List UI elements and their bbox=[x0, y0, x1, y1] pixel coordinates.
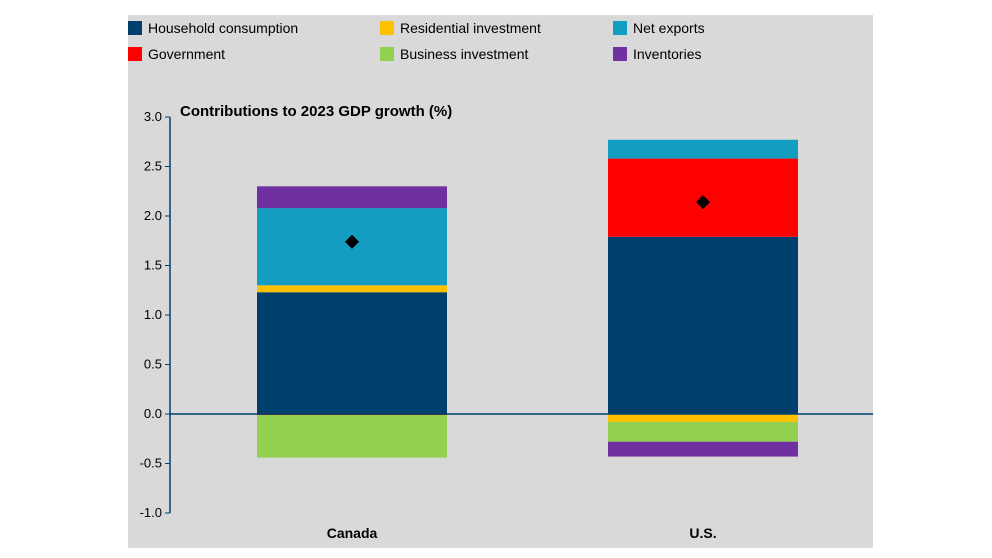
legend-swatch bbox=[380, 21, 394, 35]
legend-label: Residential investment bbox=[400, 20, 541, 36]
chart-title: Contributions to 2023 GDP growth (%) bbox=[180, 103, 453, 120]
bar-segment bbox=[608, 421, 798, 442]
total-marker-diamond bbox=[345, 234, 359, 249]
category-label: U.S. bbox=[689, 525, 716, 541]
y-tick-label: 0.0 bbox=[144, 406, 162, 421]
y-tick-label: 1.5 bbox=[144, 258, 162, 273]
y-tick-label: 2.0 bbox=[144, 208, 162, 223]
legend-swatch bbox=[613, 47, 627, 61]
category-label: Canada bbox=[327, 525, 378, 541]
y-tick-label: -0.5 bbox=[140, 456, 162, 471]
legend-label: Inventories bbox=[633, 46, 702, 62]
y-tick-label: 0.5 bbox=[144, 357, 162, 372]
legend-item-residential-investment: Residential investment bbox=[380, 17, 541, 39]
bar-segment bbox=[257, 285, 447, 293]
legend-label: Business investment bbox=[400, 46, 529, 62]
legend-label: Household consumption bbox=[148, 20, 299, 36]
legend-item-business-investment: Business investment bbox=[380, 43, 528, 65]
bar-segment bbox=[257, 186, 447, 209]
bar-segment bbox=[608, 414, 798, 422]
y-tick-label: -1.0 bbox=[140, 505, 162, 520]
legend-item-household-consumption: Household consumption bbox=[128, 17, 298, 39]
y-tick-label: 1.0 bbox=[144, 307, 162, 322]
total-marker-diamond bbox=[696, 195, 710, 210]
legend-swatch bbox=[128, 21, 142, 35]
legend-label: Net exports bbox=[633, 20, 705, 36]
bar-segment bbox=[608, 441, 798, 457]
legend: Household consumption Government Residen… bbox=[128, 15, 873, 95]
y-tick-label: 3.0 bbox=[144, 109, 162, 124]
legend-item-net-exports: Net exports bbox=[613, 17, 705, 39]
legend-swatch bbox=[380, 47, 394, 61]
bar-segment bbox=[608, 139, 798, 159]
legend-swatch bbox=[128, 47, 142, 61]
legend-label: Government bbox=[148, 46, 226, 62]
legend-item-government: Government bbox=[128, 43, 225, 65]
legend-swatch bbox=[613, 21, 627, 35]
bar-segment bbox=[257, 292, 447, 414]
chart-panel: Household consumption Government Residen… bbox=[128, 15, 873, 548]
plot-area: -1.0 -0.5 0.0 0.5 1.0 1.5 2.0 2.5 3.0 Canada U.S. bbox=[140, 109, 873, 541]
bar-segment bbox=[608, 236, 798, 414]
y-tick-label: 2.5 bbox=[144, 159, 162, 174]
bar-segment bbox=[257, 414, 447, 458]
legend-item-inventories: Inventories bbox=[613, 43, 701, 65]
